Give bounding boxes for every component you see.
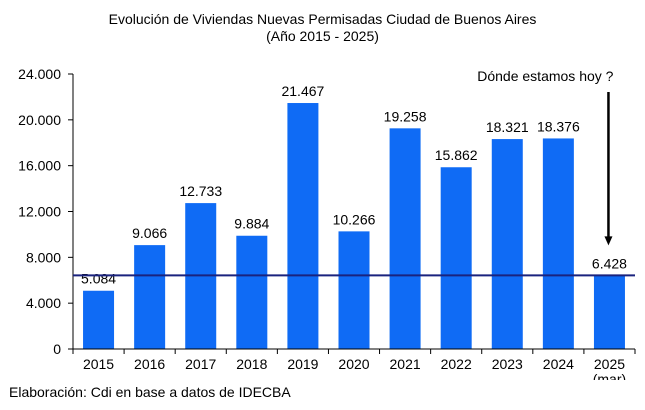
bar bbox=[83, 290, 115, 349]
bar bbox=[287, 103, 319, 349]
y-tick-label: 20.000 bbox=[18, 112, 61, 128]
x-tick-label: 2016 bbox=[134, 356, 165, 372]
x-tick-label: 2017 bbox=[185, 356, 216, 372]
data-label: 19.258 bbox=[384, 108, 427, 124]
data-label: 12.733 bbox=[179, 183, 222, 199]
annotation-arrowhead bbox=[604, 236, 613, 246]
x-tick-label: 2019 bbox=[287, 356, 318, 372]
y-tick-label: 8.000 bbox=[26, 249, 61, 265]
x-tick-label: 2015 bbox=[83, 356, 114, 372]
bar bbox=[440, 167, 472, 349]
y-tick-label: 24.000 bbox=[18, 66, 61, 82]
x-tick-sublabel: (mar) bbox=[593, 371, 626, 380]
x-tick-label: 2021 bbox=[390, 356, 421, 372]
y-tick-label: 0 bbox=[53, 341, 61, 357]
x-tick-label: 2022 bbox=[441, 356, 472, 372]
x-tick-label: 2018 bbox=[236, 356, 267, 372]
chart-subtitle: (Año 2015 - 2025) bbox=[266, 28, 379, 44]
x-tick-label: 2020 bbox=[338, 356, 369, 372]
bar bbox=[389, 128, 421, 349]
data-label: 10.266 bbox=[333, 211, 376, 227]
data-label: 5.084 bbox=[81, 271, 116, 287]
y-tick-label: 16.000 bbox=[18, 158, 61, 174]
annotation-text: Dónde estamos hoy ? bbox=[477, 68, 613, 84]
bar bbox=[593, 275, 625, 349]
bar-chart: 0 4.000 8.000 12.000 16.000 20.000 24.000 5.08… bbox=[18, 66, 636, 380]
data-label: 18.376 bbox=[537, 118, 580, 134]
data-label: 9.066 bbox=[132, 225, 167, 241]
y-tick-label: 12.000 bbox=[18, 204, 61, 220]
bar bbox=[338, 231, 370, 349]
bar bbox=[134, 245, 166, 349]
x-tick-label: 2023 bbox=[492, 356, 523, 372]
data-label: 21.467 bbox=[281, 83, 324, 99]
chart-title: Evolución de Viviendas Nuevas Permisadas… bbox=[108, 11, 537, 27]
bar bbox=[491, 139, 523, 349]
data-label: 9.884 bbox=[234, 216, 269, 232]
source-note: Elaboración: Cdi en base a datos de IDEC… bbox=[9, 384, 291, 400]
y-tick-label: 4.000 bbox=[26, 295, 61, 311]
data-label: 6.428 bbox=[592, 255, 627, 271]
bar bbox=[542, 138, 574, 349]
data-label: 18.321 bbox=[486, 119, 529, 135]
x-tick-label: 2025 bbox=[594, 356, 625, 372]
bar bbox=[236, 235, 268, 349]
x-tick-label: 2024 bbox=[543, 356, 574, 372]
data-label: 15.862 bbox=[435, 147, 478, 163]
